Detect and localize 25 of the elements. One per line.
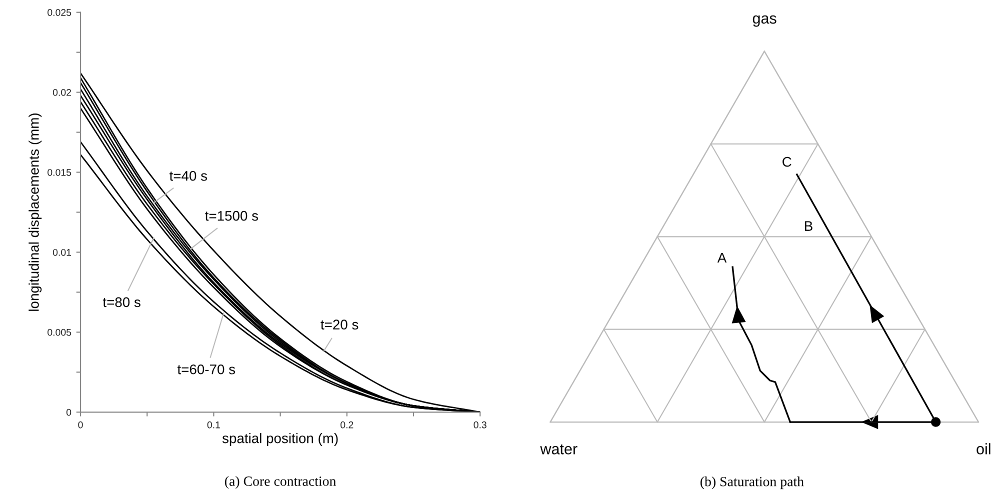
y-axis-title: longitudinal displacements (mm) xyxy=(28,114,42,311)
annotation: t=80 s xyxy=(102,297,140,308)
annotation: t=20 s xyxy=(320,320,358,330)
x-tick-label: 0 xyxy=(78,421,83,428)
y-tick-label: 0.015 xyxy=(48,168,72,176)
y-tick-label: 0.01 xyxy=(52,248,72,256)
x-tick-label: 0.1 xyxy=(207,421,220,428)
y-tick-label: 0.005 xyxy=(48,328,72,336)
text: B xyxy=(804,221,812,231)
text: C xyxy=(782,156,792,167)
text: water xyxy=(540,444,578,454)
y-tick-label: 0.025 xyxy=(48,9,72,16)
x-tick-label: 0.2 xyxy=(340,421,354,428)
x-axis-title: spatial position (m) xyxy=(222,433,338,446)
x-tick-label: 0.3 xyxy=(474,421,486,428)
y-tick-label: 0.02 xyxy=(52,89,71,96)
text: (b) Saturation path xyxy=(700,476,804,490)
text: oil xyxy=(976,443,990,454)
annotation: t=60-70 s xyxy=(177,364,236,374)
annotation: t=40 s xyxy=(170,170,208,181)
y-tick-label: 0 xyxy=(66,408,72,416)
annotation: t=1500 s xyxy=(205,210,258,221)
text: (a) Core contraction xyxy=(225,476,336,489)
text: A xyxy=(717,252,727,263)
text: gas xyxy=(752,15,776,27)
